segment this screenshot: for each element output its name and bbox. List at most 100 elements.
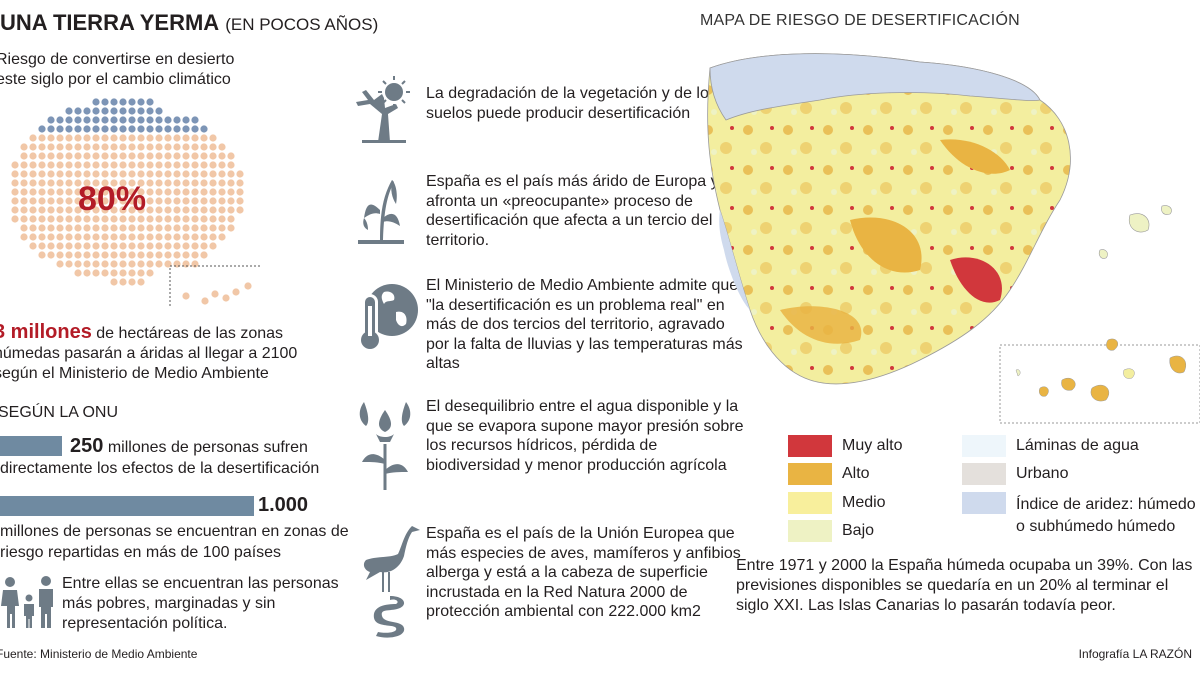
map-dot xyxy=(119,242,127,250)
map-dot xyxy=(47,251,55,259)
title-subtitle: (EN POCOS AÑOS) xyxy=(225,15,379,34)
map-dot xyxy=(155,206,163,214)
legend-label-muy-alto: Muy alto xyxy=(842,437,903,454)
map-dot xyxy=(209,197,217,205)
map-dot xyxy=(128,224,136,232)
map-dot xyxy=(182,143,190,151)
map-dot xyxy=(128,179,136,187)
canary-inset-frame xyxy=(999,344,1200,424)
map-dot xyxy=(146,152,154,160)
map-dot xyxy=(209,233,217,241)
map-dot xyxy=(155,152,163,160)
map-dot xyxy=(56,116,64,124)
map-dot xyxy=(164,215,172,223)
source-note: Fuente: Ministerio de Medio Ambiente xyxy=(0,647,198,661)
map-dot xyxy=(11,170,19,178)
map-dot xyxy=(164,116,172,124)
legend-label-bajo: Bajo xyxy=(842,522,875,539)
map-dot xyxy=(182,206,190,214)
map-dot xyxy=(47,233,55,241)
map-dot xyxy=(38,206,46,214)
map-dot xyxy=(83,161,91,169)
map-note: Entre 1971 y 2000 la España húmeda ocupa… xyxy=(736,557,1193,614)
legend-label-urbano: Urbano xyxy=(1016,465,1069,482)
map-dot xyxy=(74,188,82,196)
map-dot xyxy=(164,206,172,214)
stat1-text: 250 millones de personas sufren directam… xyxy=(0,436,345,479)
map-dot xyxy=(101,215,109,223)
map-dot xyxy=(47,134,55,142)
map-dot xyxy=(137,278,145,286)
map-dot xyxy=(236,206,244,214)
map-dot xyxy=(164,197,172,205)
map-dot xyxy=(101,125,109,133)
map-dot xyxy=(56,179,64,187)
map-dot xyxy=(155,233,163,241)
map-dot xyxy=(200,179,208,187)
map-dot xyxy=(128,197,136,205)
map-dot xyxy=(128,143,136,151)
map-dot xyxy=(92,197,100,205)
map-dot xyxy=(92,98,100,106)
map-dot xyxy=(227,170,235,178)
map-dot xyxy=(155,197,163,205)
map-dot xyxy=(11,179,19,187)
map-dot xyxy=(146,269,154,277)
map-dot xyxy=(92,134,100,142)
map-dot xyxy=(155,134,163,142)
map-dot xyxy=(56,206,64,214)
legend-swatch-alto xyxy=(788,463,832,485)
map-dot xyxy=(227,152,235,160)
map-dot xyxy=(200,233,208,241)
map-dot xyxy=(119,269,127,277)
high-risk-south xyxy=(780,306,862,344)
map-dot xyxy=(191,134,199,142)
map-dot xyxy=(146,206,154,214)
map-dot xyxy=(119,116,127,124)
map-dot xyxy=(146,125,154,133)
map-dot xyxy=(191,206,199,214)
map-dot xyxy=(227,179,235,187)
map-dot xyxy=(83,197,91,205)
map-dot xyxy=(191,179,199,187)
map-dot xyxy=(56,125,64,133)
map-dot xyxy=(155,107,163,115)
balearic-menorca xyxy=(1161,205,1172,215)
map-dot xyxy=(11,197,19,205)
poor-text: Entre ellas se encuentran las personas m… xyxy=(62,575,339,632)
map-dot xyxy=(146,224,154,232)
map-dot xyxy=(83,134,91,142)
map-dot xyxy=(209,179,217,187)
legend-swatch-bajo xyxy=(788,520,832,542)
credit-note: Infografía LA RAZÓN xyxy=(1078,647,1192,661)
map-dot xyxy=(164,161,172,169)
stat1-bar xyxy=(0,436,62,456)
map-dot xyxy=(65,242,73,250)
map-dot xyxy=(29,242,37,250)
map-dot xyxy=(56,188,64,196)
map-dot xyxy=(137,125,145,133)
map-dot xyxy=(110,152,118,160)
stat1-number: 250 xyxy=(70,435,104,457)
map-dot xyxy=(92,143,100,151)
map-dot xyxy=(47,143,55,151)
map-dot xyxy=(173,170,181,178)
map-dot xyxy=(155,251,163,259)
map-dot xyxy=(83,107,91,115)
map-dot xyxy=(47,197,55,205)
map-dot xyxy=(65,125,73,133)
map-dot xyxy=(83,152,91,160)
map-dot xyxy=(20,233,28,241)
canary-inset-frame xyxy=(169,265,260,306)
map-dot xyxy=(74,197,82,205)
map-dot xyxy=(56,197,64,205)
map-dot xyxy=(137,206,145,214)
map-dot xyxy=(128,161,136,169)
risk-percentage: 80% xyxy=(78,180,147,218)
map-dot xyxy=(218,170,226,178)
map-dot xyxy=(191,242,199,250)
map-dot xyxy=(164,242,172,250)
map-dot xyxy=(155,224,163,232)
map-dot xyxy=(74,233,82,241)
map-dot xyxy=(146,197,154,205)
